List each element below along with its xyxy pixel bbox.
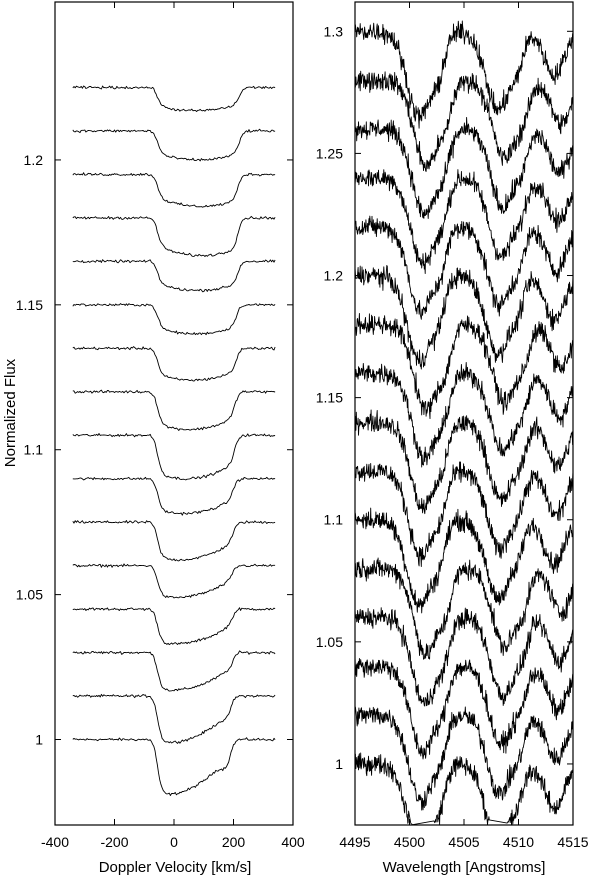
right-spectrum-line — [354, 507, 574, 614]
wavelength-panel: 4495 4500 4505 4510 4515 1 1.05 1.1 1.15 1.2 1.25 1… — [316, 1, 589, 876]
left-x-tick-label: 200 — [222, 834, 246, 850]
doppler-velocity-panel: -400 -200 0 200 400 1 1.05 1.1 1.15 1.2 Doppler V… — [2, 1, 305, 876]
left-line-profiles — [72, 85, 276, 796]
left-y-tick-label: 1.15 — [16, 297, 43, 313]
right-x-tick-label: 4515 — [557, 834, 588, 850]
left-y-tick-label: 1.1 — [24, 442, 44, 458]
left-profile-line — [72, 520, 276, 562]
right-spectra — [354, 20, 574, 826]
right-x-tick-label: 4495 — [339, 834, 370, 850]
left-y-axis-label: Normalized Flux — [2, 358, 19, 467]
right-spectrum-line — [354, 265, 574, 370]
left-profile-line — [72, 346, 276, 382]
left-profile-line — [72, 172, 276, 208]
left-x-tick-label: -400 — [41, 834, 69, 850]
right-spectrum-line — [354, 557, 574, 660]
left-profile-line — [72, 389, 276, 431]
left-x-tick-label: 400 — [281, 834, 305, 850]
left-profile-line — [72, 476, 276, 516]
left-profile-line — [72, 607, 276, 646]
left-profile-line — [72, 259, 276, 293]
right-spectrum-line — [354, 116, 574, 219]
left-profile-line — [72, 563, 276, 599]
right-x-tick-label: 4505 — [448, 834, 479, 850]
left-ticks — [54, 2, 294, 825]
right-spectrum-line — [354, 752, 574, 826]
right-y-tick-label: 1 — [335, 756, 343, 772]
left-profile-line — [72, 303, 276, 336]
left-x-tick-label: 0 — [170, 834, 178, 850]
right-x-tick-label: 4500 — [394, 834, 425, 850]
right-x-axis-label: Wavelength [Angstroms] — [383, 859, 546, 876]
right-y-tick-label: 1.2 — [324, 268, 344, 284]
right-spectrum-line — [354, 706, 574, 811]
left-profile-line — [72, 215, 276, 257]
right-x-tick-label: 4510 — [503, 834, 534, 850]
left-plot-frame — [54, 1, 294, 826]
right-spectrum-line — [354, 607, 574, 707]
right-y-tick-label: 1.3 — [324, 23, 344, 39]
right-spectrum-line — [354, 215, 574, 320]
left-profile-line — [72, 85, 276, 112]
right-spectrum-line — [354, 20, 574, 129]
right-spectrum-line — [354, 70, 574, 172]
left-x-axis-label: Doppler Velocity [km/s] — [99, 859, 252, 876]
right-ticks — [354, 2, 574, 825]
right-spectrum-line — [354, 312, 574, 420]
right-spectrum-line — [354, 409, 574, 515]
right-spectrum-line — [354, 655, 574, 760]
right-tick-labels: 4495 4500 4505 4510 4515 1 1.05 1.1 1.15 1.2 1.25 1… — [316, 23, 589, 850]
right-y-tick-label: 1.1 — [324, 512, 344, 528]
left-profile-line — [72, 433, 276, 481]
left-y-tick-label: 1 — [35, 732, 43, 748]
right-y-tick-label: 1.15 — [316, 390, 343, 406]
left-y-tick-label: 1.05 — [16, 587, 43, 603]
left-profile-line — [72, 650, 276, 692]
right-spectrum-line — [354, 169, 574, 274]
left-tick-labels: -400 -200 0 200 400 1 1.05 1.1 1.15 1.2 — [16, 152, 305, 850]
left-profile-line — [72, 693, 276, 744]
right-spectrum-line — [354, 362, 574, 468]
right-y-tick-label: 1.25 — [316, 145, 343, 161]
left-x-tick-label: -200 — [100, 834, 128, 850]
left-y-tick-label: 1.2 — [24, 152, 44, 168]
right-spectrum-line — [354, 461, 574, 567]
left-profile-line — [72, 128, 276, 162]
right-y-tick-label: 1.05 — [316, 634, 343, 650]
left-profile-line — [72, 737, 276, 796]
